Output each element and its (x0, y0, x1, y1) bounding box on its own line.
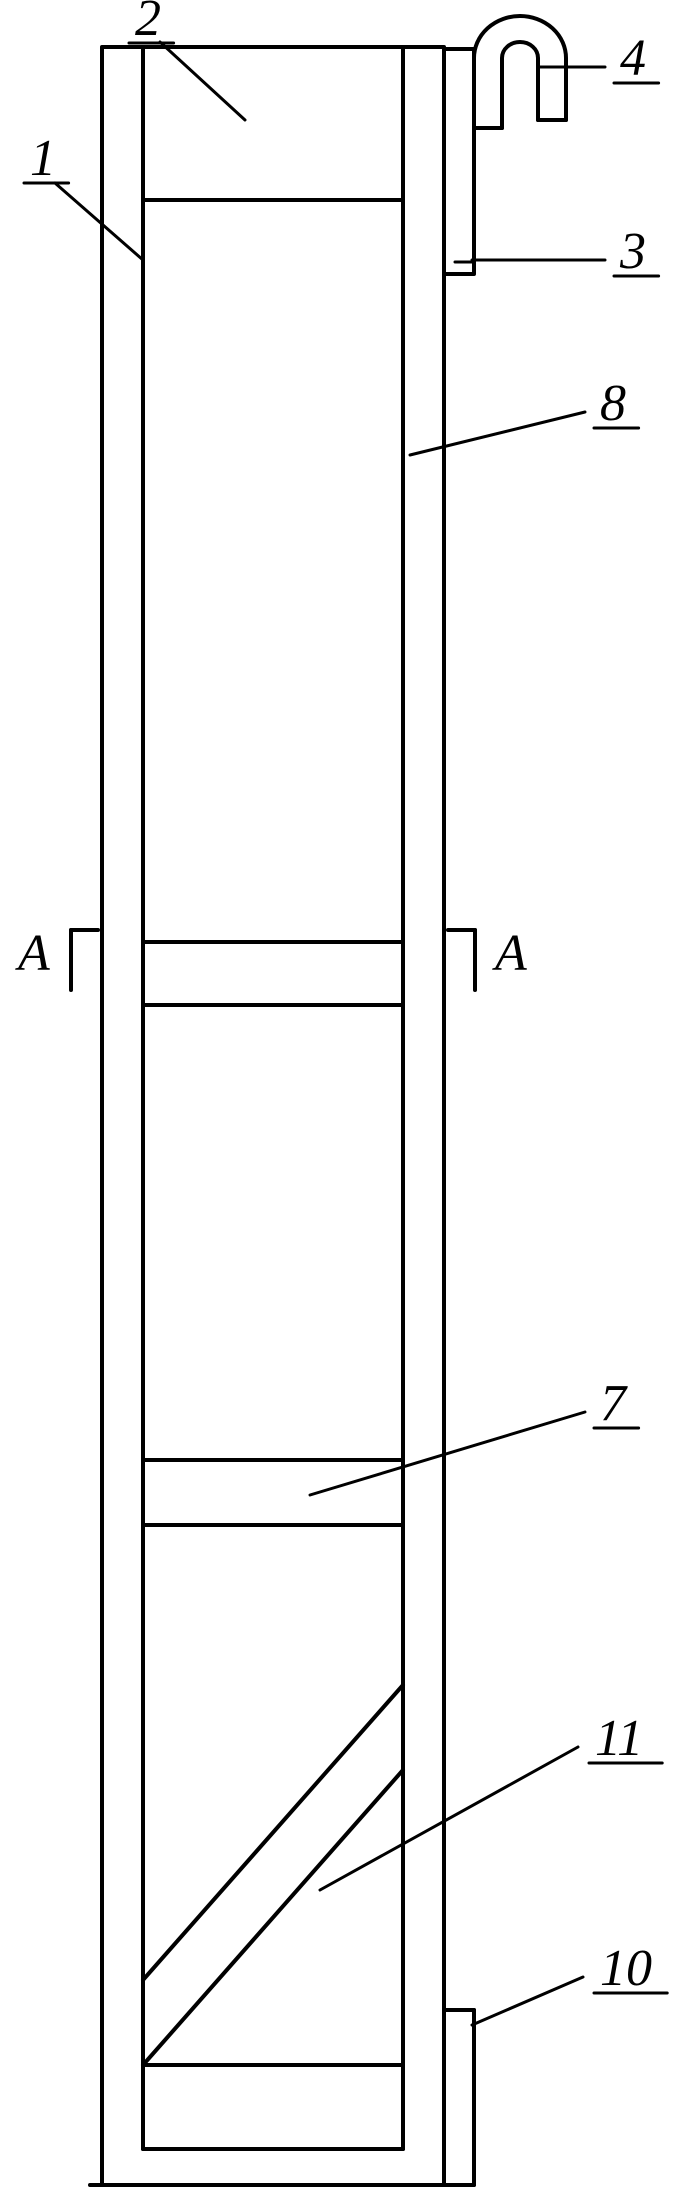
hook-inner (502, 42, 538, 128)
leader-2-label: 2 (135, 0, 161, 47)
hook-outer (474, 16, 566, 128)
section-right-label: A (492, 925, 527, 982)
leader-4-label: 4 (620, 30, 646, 87)
leader-8-line (410, 412, 585, 455)
leader-2-line (160, 42, 245, 120)
leader-3-label: 3 (619, 223, 646, 280)
column-outer (102, 47, 444, 2185)
right-attachment-body (444, 49, 474, 274)
leader-10-label: 10 (600, 1940, 652, 1997)
leader-8-label: 8 (600, 375, 626, 432)
leader-7-line (310, 1412, 585, 1495)
leader-1-label: 1 (30, 130, 56, 187)
section-left-label: A (15, 925, 50, 982)
diagonal-bottom (143, 1770, 403, 2065)
leader-7-label: 7 (600, 1375, 628, 1432)
leader-10-line (472, 1977, 583, 2025)
leader-1-line (55, 183, 143, 260)
diagonal-top (143, 1685, 403, 1980)
leader-11-label: 11 (595, 1710, 643, 1767)
